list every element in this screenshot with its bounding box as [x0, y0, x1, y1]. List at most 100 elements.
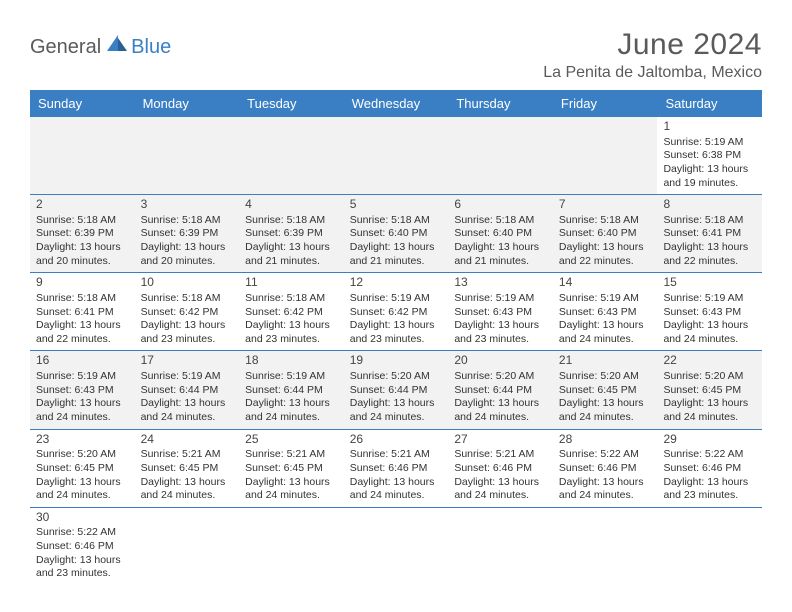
logo-text-general: General — [30, 36, 101, 59]
daylight-text-2: and 24 minutes. — [141, 489, 234, 503]
sunset-text: Sunset: 6:40 PM — [454, 227, 547, 241]
sunset-text: Sunset: 6:43 PM — [36, 384, 129, 398]
daylight-text-1: Daylight: 13 hours — [663, 397, 756, 411]
sunset-text: Sunset: 6:39 PM — [36, 227, 129, 241]
sunset-text: Sunset: 6:41 PM — [663, 227, 756, 241]
calendar-day-cell: 28Sunrise: 5:22 AMSunset: 6:46 PMDayligh… — [553, 430, 658, 507]
document-page: General Blue June 2024 La Penita de Jalt… — [0, 0, 792, 585]
calendar-day-cell: 17Sunrise: 5:19 AMSunset: 6:44 PMDayligh… — [135, 351, 240, 428]
day-number: 8 — [663, 197, 756, 213]
calendar-day-cell: 22Sunrise: 5:20 AMSunset: 6:45 PMDayligh… — [657, 351, 762, 428]
sunrise-text: Sunrise: 5:18 AM — [141, 214, 234, 228]
day-number: 28 — [559, 432, 652, 448]
calendar-day-cell: 10Sunrise: 5:18 AMSunset: 6:42 PMDayligh… — [135, 273, 240, 350]
daylight-text-2: and 23 minutes. — [663, 489, 756, 503]
daylight-text-2: and 22 minutes. — [559, 255, 652, 269]
day-number: 15 — [663, 275, 756, 291]
daylight-text-2: and 24 minutes. — [350, 489, 443, 503]
col-monday: Monday — [135, 90, 240, 117]
sunrise-text: Sunrise: 5:21 AM — [245, 448, 338, 462]
daylight-text-2: and 23 minutes. — [350, 333, 443, 347]
sunset-text: Sunset: 6:43 PM — [559, 306, 652, 320]
calendar-day-cell: 30Sunrise: 5:22 AMSunset: 6:46 PMDayligh… — [30, 508, 135, 585]
calendar-day-cell: 29Sunrise: 5:22 AMSunset: 6:46 PMDayligh… — [657, 430, 762, 507]
sunset-text: Sunset: 6:43 PM — [663, 306, 756, 320]
calendar-day-cell: 27Sunrise: 5:21 AMSunset: 6:46 PMDayligh… — [448, 430, 553, 507]
daylight-text-1: Daylight: 13 hours — [559, 397, 652, 411]
title-block: June 2024 La Penita de Jaltomba, Mexico — [543, 28, 762, 82]
day-number: 12 — [350, 275, 443, 291]
location-text: La Penita de Jaltomba, Mexico — [543, 64, 762, 82]
daylight-text-1: Daylight: 13 hours — [141, 397, 234, 411]
sunrise-text: Sunrise: 5:22 AM — [559, 448, 652, 462]
calendar-day-cell: 8Sunrise: 5:18 AMSunset: 6:41 PMDaylight… — [657, 195, 762, 272]
sunset-text: Sunset: 6:41 PM — [36, 306, 129, 320]
daylight-text-2: and 23 minutes. — [141, 333, 234, 347]
sunrise-text: Sunrise: 5:18 AM — [559, 214, 652, 228]
daylight-text-2: and 22 minutes. — [36, 333, 129, 347]
daylight-text-2: and 24 minutes. — [663, 411, 756, 425]
daylight-text-1: Daylight: 13 hours — [559, 241, 652, 255]
logo-text-blue: Blue — [131, 36, 171, 59]
calendar-day-cell: 14Sunrise: 5:19 AMSunset: 6:43 PMDayligh… — [553, 273, 658, 350]
day-number: 5 — [350, 197, 443, 213]
sunset-text: Sunset: 6:42 PM — [245, 306, 338, 320]
daylight-text-2: and 24 minutes. — [663, 333, 756, 347]
day-number: 29 — [663, 432, 756, 448]
logo-sail-icon — [107, 35, 129, 58]
calendar-day-cell: 24Sunrise: 5:21 AMSunset: 6:45 PMDayligh… — [135, 430, 240, 507]
calendar-table: Sunday Monday Tuesday Wednesday Thursday… — [30, 90, 762, 585]
calendar-day-cell: 4Sunrise: 5:18 AMSunset: 6:39 PMDaylight… — [239, 195, 344, 272]
daylight-text-1: Daylight: 13 hours — [454, 319, 547, 333]
daylight-text-1: Daylight: 13 hours — [350, 397, 443, 411]
day-number: 22 — [663, 353, 756, 369]
sunrise-text: Sunrise: 5:21 AM — [350, 448, 443, 462]
daylight-text-2: and 24 minutes. — [36, 411, 129, 425]
sunset-text: Sunset: 6:44 PM — [350, 384, 443, 398]
sunset-text: Sunset: 6:44 PM — [454, 384, 547, 398]
daylight-text-2: and 21 minutes. — [245, 255, 338, 269]
col-friday: Friday — [553, 90, 658, 117]
sunrise-text: Sunrise: 5:18 AM — [245, 292, 338, 306]
daylight-text-1: Daylight: 13 hours — [36, 476, 129, 490]
calendar-day-cell: 1Sunrise: 5:19 AMSunset: 6:38 PMDaylight… — [657, 117, 762, 194]
calendar-day-cell: 26Sunrise: 5:21 AMSunset: 6:46 PMDayligh… — [344, 430, 449, 507]
sunrise-text: Sunrise: 5:19 AM — [350, 292, 443, 306]
day-number: 14 — [559, 275, 652, 291]
daylight-text-1: Daylight: 13 hours — [245, 397, 338, 411]
sunrise-text: Sunrise: 5:18 AM — [350, 214, 443, 228]
day-number: 21 — [559, 353, 652, 369]
sunset-text: Sunset: 6:46 PM — [663, 462, 756, 476]
daylight-text-2: and 21 minutes. — [350, 255, 443, 269]
day-number: 20 — [454, 353, 547, 369]
sunrise-text: Sunrise: 5:18 AM — [663, 214, 756, 228]
calendar-day-cell: 9Sunrise: 5:18 AMSunset: 6:41 PMDaylight… — [30, 273, 135, 350]
calendar-day-cell: 18Sunrise: 5:19 AMSunset: 6:44 PMDayligh… — [239, 351, 344, 428]
calendar-day-cell: 25Sunrise: 5:21 AMSunset: 6:45 PMDayligh… — [239, 430, 344, 507]
daylight-text-2: and 24 minutes. — [454, 411, 547, 425]
daylight-text-1: Daylight: 13 hours — [141, 319, 234, 333]
sunset-text: Sunset: 6:45 PM — [559, 384, 652, 398]
calendar-day-cell: 21Sunrise: 5:20 AMSunset: 6:45 PMDayligh… — [553, 351, 658, 428]
daylight-text-2: and 24 minutes. — [141, 411, 234, 425]
col-tuesday: Tuesday — [239, 90, 344, 117]
day-number: 11 — [245, 275, 338, 291]
daylight-text-2: and 20 minutes. — [36, 255, 129, 269]
daylight-text-2: and 23 minutes. — [245, 333, 338, 347]
calendar-day-cell: 15Sunrise: 5:19 AMSunset: 6:43 PMDayligh… — [657, 273, 762, 350]
col-sunday: Sunday — [30, 90, 135, 117]
calendar-week-row: 16Sunrise: 5:19 AMSunset: 6:43 PMDayligh… — [30, 351, 762, 429]
sunrise-text: Sunrise: 5:19 AM — [245, 370, 338, 384]
daylight-text-1: Daylight: 13 hours — [663, 163, 756, 177]
sunset-text: Sunset: 6:42 PM — [141, 306, 234, 320]
daylight-text-1: Daylight: 13 hours — [36, 397, 129, 411]
sunset-text: Sunset: 6:39 PM — [245, 227, 338, 241]
calendar-day-cell — [30, 117, 135, 194]
daylight-text-1: Daylight: 13 hours — [36, 554, 129, 568]
sunset-text: Sunset: 6:45 PM — [663, 384, 756, 398]
sunset-text: Sunset: 6:42 PM — [350, 306, 443, 320]
calendar-day-cell — [344, 117, 449, 194]
daylight-text-1: Daylight: 13 hours — [245, 241, 338, 255]
daylight-text-1: Daylight: 13 hours — [141, 476, 234, 490]
daylight-text-1: Daylight: 13 hours — [559, 319, 652, 333]
